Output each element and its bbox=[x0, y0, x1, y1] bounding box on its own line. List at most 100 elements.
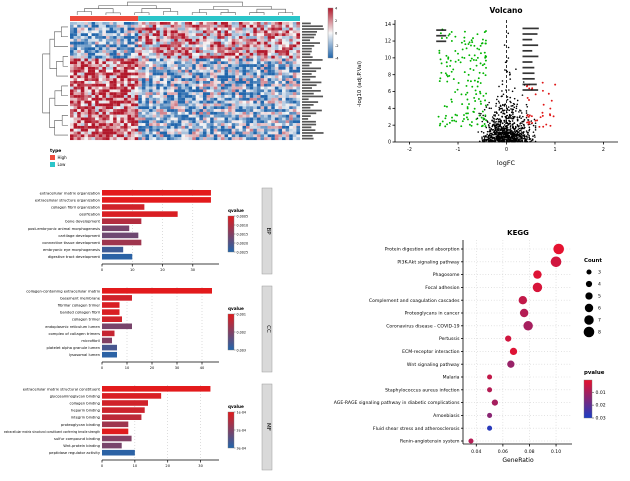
svg-text:0.06: 0.06 bbox=[498, 449, 508, 455]
facet-strip bbox=[261, 187, 273, 275]
svg-text:microfibril: microfibril bbox=[81, 339, 100, 343]
svg-text:platelet alpha granule lumen: platelet alpha granule lumen bbox=[47, 346, 101, 350]
svg-text:12: 12 bbox=[385, 39, 391, 45]
svg-text:digestive tract development: digestive tract development bbox=[48, 255, 101, 259]
svg-text:Staphylococcus aureus infectio: Staphylococcus aureus infection bbox=[385, 387, 459, 393]
svg-text:0.02: 0.02 bbox=[596, 403, 606, 409]
svg-text:1: 1 bbox=[553, 147, 556, 153]
volcano-title: Volcano bbox=[489, 6, 522, 15]
svg-text:extracellular structure organi: extracellular structure organization bbox=[35, 198, 101, 202]
svg-text:10: 10 bbox=[133, 464, 138, 468]
svg-text:extracellular matrix structura: extracellular matrix structural constitu… bbox=[4, 430, 100, 434]
svg-text:collagen-containing extracellu: collagen-containing extracellular matrix bbox=[26, 289, 101, 293]
svg-text:Complement and coagulation cas: Complement and coagulation cascades bbox=[369, 298, 460, 304]
svg-text:BP: BP bbox=[265, 227, 271, 235]
volcano-panel: Volcano logFC -log10 (adj.P.Val) 0 2 4 6 8 10… bbox=[350, 2, 628, 178]
svg-text:-2: -2 bbox=[335, 44, 339, 48]
svg-text:0.0010: 0.0010 bbox=[237, 223, 249, 227]
go-panel-BP: extracellular matrix organization extrace… bbox=[28, 187, 273, 275]
svg-text:Focal adhesion: Focal adhesion bbox=[425, 285, 459, 291]
volcano-chart: Volcano logFC -log10 (adj.P.Val) 0246810… bbox=[357, 6, 618, 167]
go-enrichment-panel: extracellular matrix organization extrace… bbox=[2, 186, 274, 481]
svg-text:extracellular matrix organizat: extracellular matrix organization bbox=[40, 191, 101, 195]
svg-text:0.01: 0.01 bbox=[596, 390, 606, 396]
svg-text:0.002: 0.002 bbox=[237, 330, 246, 334]
svg-text:1e-04: 1e-04 bbox=[237, 410, 247, 414]
kegg-count-legend: 3 4 5 6 7 8 bbox=[583, 269, 601, 338]
svg-text:Fluid shear stress and atheros: Fluid shear stress and atherosclerosis bbox=[373, 426, 460, 432]
svg-text:2: 2 bbox=[602, 147, 605, 153]
svg-text:3: 3 bbox=[598, 270, 601, 276]
svg-text:7: 7 bbox=[598, 318, 601, 324]
svg-text:0.0025: 0.0025 bbox=[237, 250, 249, 254]
svg-text:0.03: 0.03 bbox=[596, 416, 606, 422]
svg-text:0.001: 0.001 bbox=[237, 312, 246, 316]
go-bar-charts: extracellular matrix organization extrace… bbox=[4, 187, 273, 471]
svg-text:30: 30 bbox=[198, 464, 203, 468]
svg-text:2: 2 bbox=[388, 123, 391, 129]
facet-strip bbox=[261, 285, 273, 373]
sample-group-annotation-bar bbox=[70, 16, 300, 21]
go-bars bbox=[102, 190, 211, 260]
heatmap-colorbar: 4 2 0 -2 -4 bbox=[327, 6, 339, 60]
svg-text:0.003: 0.003 bbox=[237, 348, 246, 352]
svg-text:Malaria: Malaria bbox=[443, 375, 460, 381]
svg-text:8: 8 bbox=[388, 72, 391, 78]
kegg-title: KEGG bbox=[507, 229, 529, 237]
svg-text:0: 0 bbox=[335, 31, 338, 35]
go-panel-CC: collagen-containing extracellular matrix… bbox=[26, 285, 273, 373]
svg-text:0.0015: 0.0015 bbox=[237, 232, 249, 236]
column-dendrogram bbox=[76, 1, 294, 15]
svg-text:post-embryonic animal morphoge: post-embryonic animal morphogenesis bbox=[28, 227, 100, 231]
volcano-gene-label-marks bbox=[436, 27, 539, 91]
go-bars bbox=[102, 288, 212, 358]
go-qvalue-legend-title: qvalue bbox=[228, 404, 244, 409]
svg-text:8: 8 bbox=[598, 330, 601, 336]
go-qvalue-legend-title: qvalue bbox=[228, 306, 244, 311]
kegg-pvalue-legend: 0.01 0.02 0.03 bbox=[583, 379, 606, 422]
kegg-xlabel: GeneRatio bbox=[502, 457, 534, 464]
svg-text:peptidase regulator activity: peptidase regulator activity bbox=[49, 451, 101, 455]
svg-text:collagen fibril organization: collagen fibril organization bbox=[51, 206, 101, 210]
svg-text:proteoglycan binding: proteoglycan binding bbox=[61, 423, 100, 427]
svg-text:CC: CC bbox=[265, 325, 271, 333]
svg-text:2: 2 bbox=[335, 19, 337, 23]
svg-text:40: 40 bbox=[200, 366, 205, 370]
svg-text:6: 6 bbox=[388, 89, 391, 95]
svg-text:30: 30 bbox=[191, 268, 196, 272]
kegg-pathway-labels: Protein digestion and absorption PI3K-Akt… bbox=[334, 247, 463, 445]
svg-text:0.10: 0.10 bbox=[551, 449, 561, 455]
svg-text:heparin binding: heparin binding bbox=[71, 409, 100, 413]
kegg-axes: 0.04 0.06 0.08 0.10 bbox=[462, 240, 572, 455]
svg-text:collagen trimer: collagen trimer bbox=[72, 318, 101, 322]
svg-text:Phagosome: Phagosome bbox=[433, 272, 460, 278]
svg-text:endoplasmic reticulum lumen: endoplasmic reticulum lumen bbox=[45, 325, 100, 329]
gene-row-labels bbox=[302, 22, 324, 140]
svg-text:collagen binding: collagen binding bbox=[70, 402, 100, 406]
svg-text:-1: -1 bbox=[456, 147, 461, 153]
svg-text:complex of collagen trimers: complex of collagen trimers bbox=[48, 332, 100, 336]
svg-text:20: 20 bbox=[160, 268, 165, 272]
svg-text:3e-04: 3e-04 bbox=[237, 446, 247, 450]
svg-text:Wnt signaling pathway: Wnt signaling pathway bbox=[407, 362, 460, 368]
svg-text:sulfur compound binding: sulfur compound binding bbox=[54, 437, 100, 441]
svg-text:4: 4 bbox=[335, 6, 338, 10]
svg-text:Pertussis: Pertussis bbox=[439, 336, 460, 342]
svg-text:0.04: 0.04 bbox=[471, 449, 481, 455]
svg-text:cartilage development: cartilage development bbox=[58, 234, 100, 238]
svg-text:0: 0 bbox=[505, 147, 508, 153]
svg-text:-4: -4 bbox=[335, 56, 339, 60]
svg-text:0.08: 0.08 bbox=[524, 449, 534, 455]
svg-text:10: 10 bbox=[385, 56, 391, 62]
kegg-panel: KEGG GeneRatio Count pvalue 0.04 0.06 0.08… bbox=[330, 222, 630, 481]
svg-text:Low: Low bbox=[58, 162, 67, 167]
svg-text:banded collagen fibril: banded collagen fibril bbox=[60, 311, 100, 315]
svg-text:0: 0 bbox=[388, 140, 391, 146]
svg-text:0.0020: 0.0020 bbox=[237, 241, 249, 245]
svg-text:MF: MF bbox=[265, 423, 271, 431]
kegg-pvalue-legend-title: pvalue bbox=[584, 370, 605, 376]
volcano-points-up bbox=[525, 81, 557, 128]
go-qvalue-legend-title: qvalue bbox=[228, 208, 244, 213]
